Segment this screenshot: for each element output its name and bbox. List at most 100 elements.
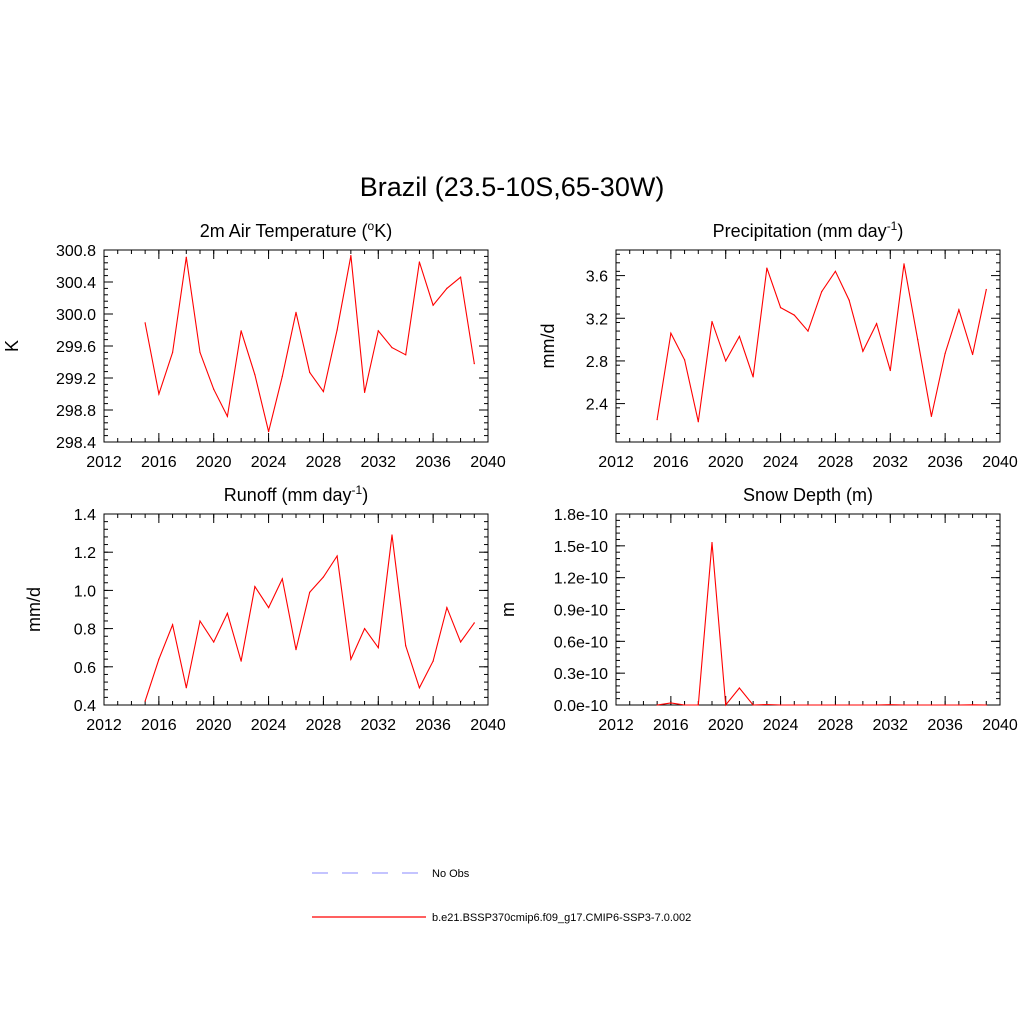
- y-axis-label: mm/d: [24, 587, 44, 632]
- x-tick-label: 2016: [653, 717, 689, 734]
- y-tick-label: 0.6: [74, 660, 96, 677]
- y-axis-label: K: [2, 340, 22, 352]
- data-point: [336, 555, 338, 557]
- data-point: [834, 270, 837, 272]
- y-tick-label: 1.5e-10: [554, 539, 608, 556]
- data-point: [670, 332, 672, 334]
- y-tick-label: 299.6: [56, 339, 96, 356]
- x-tick-label: 2032: [872, 454, 908, 471]
- data-point: [793, 704, 795, 706]
- data-point: [199, 620, 201, 622]
- data-point: [793, 314, 795, 316]
- y-tick-label: 0.3e-10: [554, 666, 608, 683]
- data-point: [473, 363, 475, 365]
- data-point: [917, 704, 919, 706]
- data-point: [697, 704, 699, 706]
- data-point: [930, 704, 933, 706]
- panel-title-main: Runoff (mm day: [224, 485, 352, 505]
- x-tick-label: 2012: [86, 717, 122, 734]
- x-tick-label: 2028: [306, 454, 342, 471]
- data-point: [779, 704, 782, 706]
- data-point: [418, 261, 421, 263]
- data-point: [459, 641, 462, 643]
- data-point: [226, 415, 229, 417]
- data-point: [446, 287, 448, 289]
- data-point: [267, 606, 270, 609]
- panel-title-sup: -1: [887, 219, 898, 233]
- data-point: [473, 622, 475, 624]
- data-point: [930, 415, 933, 417]
- y-tick-label: 300.0: [56, 307, 96, 324]
- data-point: [199, 351, 201, 353]
- data-point: [766, 267, 768, 269]
- data-point: [281, 578, 283, 580]
- x-tick-label: 2040: [982, 454, 1018, 471]
- data-point: [711, 542, 713, 544]
- series-line: [657, 542, 987, 707]
- x-tick-label: 2020: [708, 454, 744, 471]
- panel-temperature: 2012 2016 2020 2024 2028 2032 2036 2040 298.4 298…: [2, 219, 506, 471]
- data-point: [725, 704, 727, 706]
- data-point: [971, 704, 974, 706]
- data-point: [226, 612, 229, 614]
- panel-title: Runoff (mm day-1): [224, 483, 368, 505]
- y-tick-label: 3.2: [586, 311, 608, 328]
- data-point: [889, 369, 891, 372]
- y-axis-label: mm/d: [538, 324, 558, 369]
- x-tick-label: 2016: [653, 454, 689, 471]
- panel-title: Snow Depth (m): [743, 485, 873, 505]
- y-tick-label: 298.4: [56, 435, 96, 452]
- data-point: [309, 591, 311, 593]
- panel-title-main: 2m Air Temperature (: [200, 221, 368, 241]
- panels: 2012 2016 2020 2024 2028 2032 2036 2040 298.4 298…: [2, 219, 1018, 734]
- y-tick-label: 3.6: [586, 269, 608, 286]
- x-tick-label: 2012: [598, 454, 634, 471]
- x-tick-label: 2020: [708, 717, 744, 734]
- data-point: [917, 339, 919, 341]
- data-point: [185, 687, 187, 689]
- data-point: [711, 320, 713, 323]
- panel-title-main: Snow Depth (m): [743, 485, 873, 505]
- data-point: [958, 309, 960, 311]
- data-point: [322, 576, 325, 578]
- panel-title-main: Precipitation (mm day: [713, 221, 887, 241]
- panel-title: 2m Air Temperature (oK): [200, 219, 392, 241]
- data-point: [363, 391, 366, 393]
- y-tick-label: 299.2: [56, 371, 96, 388]
- data-point: [240, 330, 242, 332]
- x-tick-label: 2028: [818, 717, 854, 734]
- x-tick-label: 2016: [141, 454, 177, 471]
- data-point: [432, 304, 434, 306]
- panel-title: Precipitation (mm day-1): [713, 219, 904, 241]
- data-point: [683, 359, 686, 361]
- y-tick-label: 1.8e-10: [554, 507, 608, 524]
- x-tick-label: 2024: [251, 717, 287, 734]
- x-tick-label: 2032: [360, 454, 396, 471]
- legend-model-label: b.e21.BSSP370cmip6.f09_g17.CMIP6-SSP3-7.…: [432, 912, 691, 924]
- data-point: [848, 704, 850, 706]
- data-point: [697, 421, 699, 423]
- data-point: [418, 687, 421, 689]
- data-point: [336, 329, 338, 331]
- data-point: [267, 431, 270, 433]
- y-tick-label: 0.9e-10: [554, 603, 608, 620]
- data-point: [725, 360, 727, 362]
- data-point: [322, 391, 325, 393]
- data-point: [738, 687, 741, 689]
- panel-title-sup: -1: [352, 483, 363, 497]
- panel-title-rest: K): [374, 221, 392, 241]
- legend: No Obs b.e21.BSSP370cmip6.f09_g17.CMIP6-…: [312, 868, 691, 924]
- panel-title-rest: ): [897, 221, 903, 241]
- data-point: [350, 658, 352, 660]
- x-tick-label: 2024: [763, 717, 799, 734]
- series-line: [144, 255, 475, 432]
- x-tick-label: 2040: [470, 454, 506, 471]
- data-point: [213, 388, 215, 390]
- figure-title: Brazil (23.5-10S,65-30W): [360, 172, 665, 202]
- data-point: [862, 350, 864, 352]
- data-point: [459, 276, 462, 278]
- data-point: [295, 649, 297, 651]
- y-tick-label: 298.8: [56, 403, 96, 420]
- data-point: [281, 375, 283, 377]
- data-point: [862, 704, 864, 706]
